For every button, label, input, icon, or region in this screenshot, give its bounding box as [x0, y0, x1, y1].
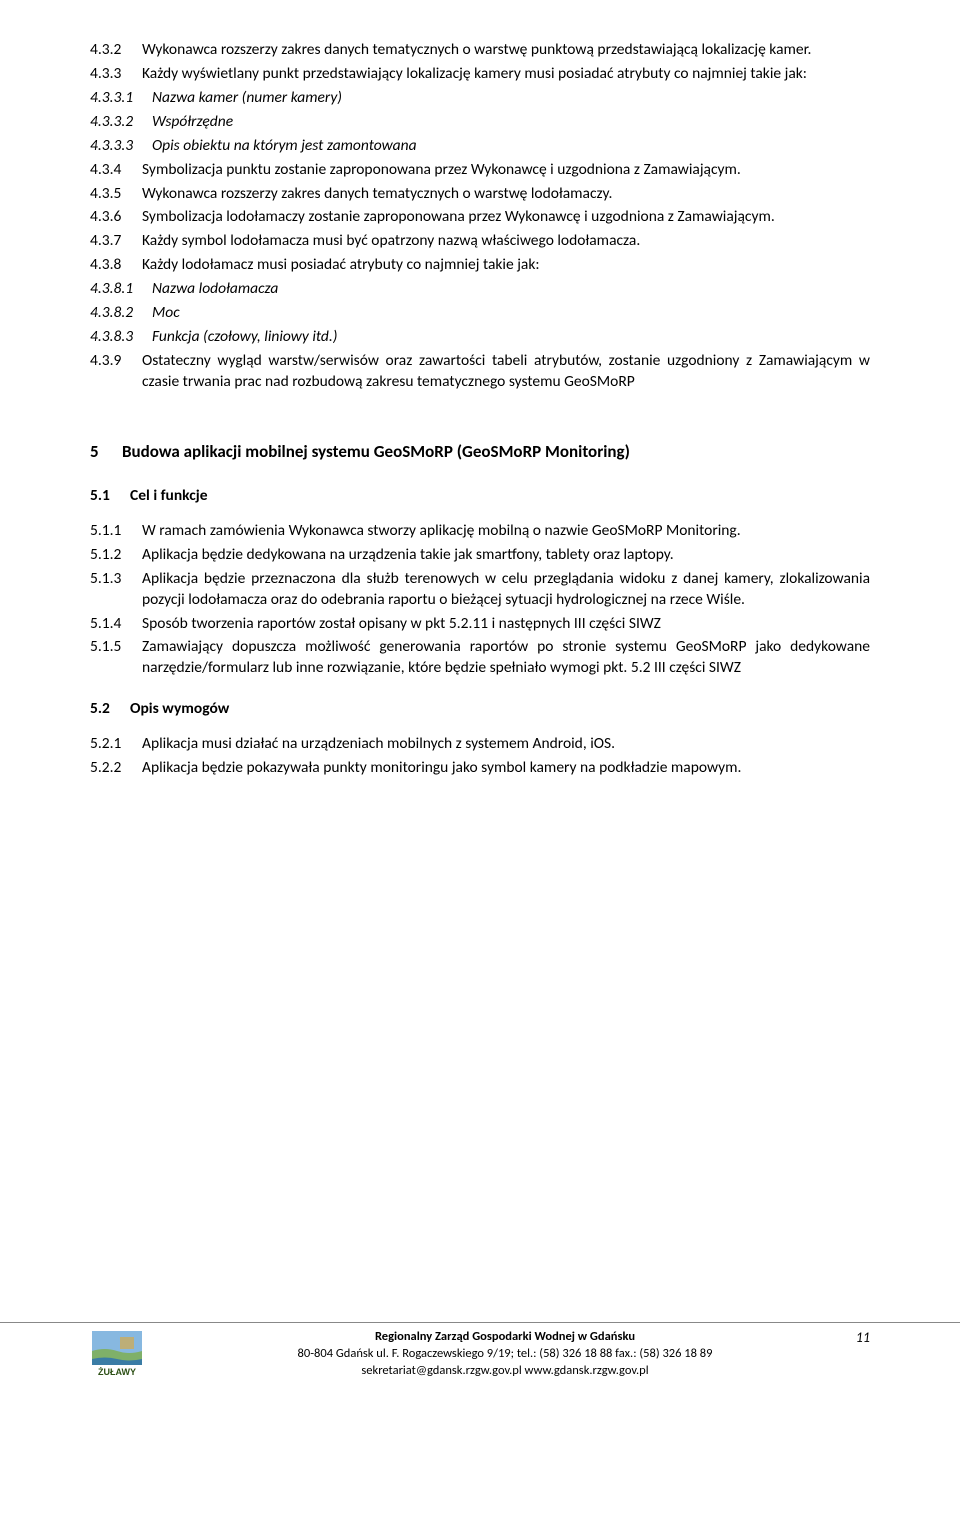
list-item-number: 5.1.4: [90, 614, 142, 635]
section-5-2-body: 5.2.1Aplikacja musi działać na urządzeni…: [90, 734, 870, 779]
heading-5-1-title: Cel i funkcje: [130, 486, 208, 505]
heading-5: 5 Budowa aplikacji mobilnej systemu GeoS…: [90, 441, 870, 462]
list-item: 5.2.2Aplikacja będzie pokazywała punkty …: [90, 758, 870, 779]
list-item: 5.2.1Aplikacja musi działać na urządzeni…: [90, 734, 870, 755]
list-item-number: 5.1.5: [90, 637, 142, 679]
footer-center: Regionalny Zarząd Gospodarki Wodnej w Gd…: [180, 1329, 830, 1380]
heading-5-1-num: 5.1: [90, 486, 130, 505]
list-item-number: 5.2.1: [90, 734, 142, 755]
list-item-number: 4.3.7: [90, 231, 142, 252]
heading-5-1: 5.1 Cel i funkcje: [90, 486, 870, 505]
list-item-number: 4.3.3.1: [90, 88, 152, 109]
heading-5-title: Budowa aplikacji mobilnej systemu GeoSMo…: [122, 441, 630, 462]
list-item: 5.1.2Aplikacja będzie dedykowana na urzą…: [90, 545, 870, 566]
list-item-number: 4.3.8.1: [90, 279, 152, 300]
list-item: 5.1.1W ramach zamówienia Wykonawca stwor…: [90, 521, 870, 542]
list-item-number: 4.3.4: [90, 160, 142, 181]
document-page: 4.3.2Wykonawca rozszerzy zakres danych t…: [0, 0, 960, 1400]
list-item-text: Sposób tworzenia raportów został opisany…: [142, 614, 870, 635]
list-item: 5.1.3Aplikacja będzie przeznaczona dla s…: [90, 569, 870, 611]
heading-5-2-num: 5.2: [90, 699, 130, 718]
list-item-number: 4.3.8.2: [90, 303, 152, 324]
list-item-text: W ramach zamówienia Wykonawca stworzy ap…: [142, 521, 870, 542]
list-item-text: Wykonawca rozszerzy zakres danych tematy…: [142, 40, 870, 61]
list-item-text: Funkcja (czołowy, liniowy itd.): [152, 327, 870, 348]
list-item: 4.3.3.1Nazwa kamer (numer kamery): [90, 88, 870, 109]
list-item-text: Moc: [152, 303, 870, 324]
section-5-1-body: 5.1.1W ramach zamówienia Wykonawca stwor…: [90, 521, 870, 679]
footer-org-name: Regionalny Zarząd Gospodarki Wodnej w Gd…: [180, 1329, 830, 1346]
list-item-text: Wykonawca rozszerzy zakres danych tematy…: [142, 184, 870, 205]
list-item-number: 4.3.2: [90, 40, 142, 61]
list-item-number: 4.3.6: [90, 207, 142, 228]
list-item-text: Każdy wyświetlany punkt przedstawiający …: [142, 64, 870, 85]
list-item: 4.3.3.2Współrzędne: [90, 112, 870, 133]
list-item: 4.3.6Symbolizacja lodołamaczy zostanie z…: [90, 207, 870, 228]
list-item: 4.3.3.3Opis obiektu na którym jest zamon…: [90, 136, 870, 157]
list-item-text: Ostateczny wygląd warstw/serwisów oraz z…: [142, 351, 870, 393]
list-item: 4.3.3Każdy wyświetlany punkt przedstawia…: [90, 64, 870, 85]
list-item-text: Opis obiektu na którym jest zamontowana: [152, 136, 870, 157]
zulawy-logo-icon: ŻUŁAWY: [90, 1329, 160, 1379]
list-item: 4.3.5Wykonawca rozszerzy zakres danych t…: [90, 184, 870, 205]
list-item-text: Zamawiający dopuszcza możliwość generowa…: [142, 637, 870, 679]
page-number: 11: [830, 1329, 870, 1346]
list-item-text: Nazwa kamer (numer kamery): [152, 88, 870, 109]
list-item-number: 4.3.3: [90, 64, 142, 85]
list-item-text: Aplikacja będzie pokazywała punkty monit…: [142, 758, 870, 779]
list-item-text: Nazwa lodołamacza: [152, 279, 870, 300]
list-item-number: 5.2.2: [90, 758, 142, 779]
list-item-number: 4.3.8: [90, 255, 142, 276]
list-item-number: 5.1.1: [90, 521, 142, 542]
list-item: 4.3.7Każdy symbol lodołamacza musi być o…: [90, 231, 870, 252]
list-item-text: Współrzędne: [152, 112, 870, 133]
list-item: 4.3.9Ostateczny wygląd warstw/serwisów o…: [90, 351, 870, 393]
list-item-text: Aplikacja będzie przeznaczona dla służb …: [142, 569, 870, 611]
footer-address: 80-804 Gdańsk ul. F. Rogaczewskiego 9/19…: [180, 1346, 830, 1363]
section-4-3-body: 4.3.2Wykonawca rozszerzy zakres danych t…: [90, 40, 870, 393]
list-item: 4.3.8Każdy lodołamacz musi posiadać atry…: [90, 255, 870, 276]
list-item-text: Każdy lodołamacz musi posiadać atrybuty …: [142, 255, 870, 276]
list-item-text: Aplikacja będzie dedykowana na urządzeni…: [142, 545, 870, 566]
heading-5-2-title: Opis wymogów: [130, 699, 229, 718]
list-item: 4.3.2Wykonawca rozszerzy zakres danych t…: [90, 40, 870, 61]
list-item-text: Aplikacja musi działać na urządzeniach m…: [142, 734, 870, 755]
list-item: 4.3.4Symbolizacja punktu zostanie zaprop…: [90, 160, 870, 181]
list-item: 4.3.8.2Moc: [90, 303, 870, 324]
footer-contact: sekretariat@gdansk.rzgw.gov.pl www.gdans…: [180, 1363, 830, 1380]
heading-5-2: 5.2 Opis wymogów: [90, 699, 870, 718]
list-item: 5.1.4Sposób tworzenia raportów został op…: [90, 614, 870, 635]
list-item-number: 5.1.2: [90, 545, 142, 566]
list-item-number: 4.3.8.3: [90, 327, 152, 348]
list-item: 4.3.8.1Nazwa lodołamacza: [90, 279, 870, 300]
footer-logo-wrap: ŻUŁAWY: [90, 1329, 180, 1379]
list-item-number: 4.3.3.3: [90, 136, 152, 157]
list-item-number: 4.3.3.2: [90, 112, 152, 133]
list-item-number: 5.1.3: [90, 569, 142, 611]
list-item-number: 4.3.5: [90, 184, 142, 205]
svg-text:ŻUŁAWY: ŻUŁAWY: [98, 1367, 136, 1377]
list-item-text: Symbolizacja punktu zostanie zaproponowa…: [142, 160, 870, 181]
list-item-text: Symbolizacja lodołamaczy zostanie zaprop…: [142, 207, 870, 228]
list-item: 4.3.8.3Funkcja (czołowy, liniowy itd.): [90, 327, 870, 348]
heading-5-num: 5: [90, 441, 122, 462]
page-footer: ŻUŁAWY Regionalny Zarząd Gospodarki Wodn…: [0, 1322, 960, 1400]
list-item: 5.1.5Zamawiający dopuszcza możliwość gen…: [90, 637, 870, 679]
list-item-text: Każdy symbol lodołamacza musi być opatrz…: [142, 231, 870, 252]
list-item-number: 4.3.9: [90, 351, 142, 393]
